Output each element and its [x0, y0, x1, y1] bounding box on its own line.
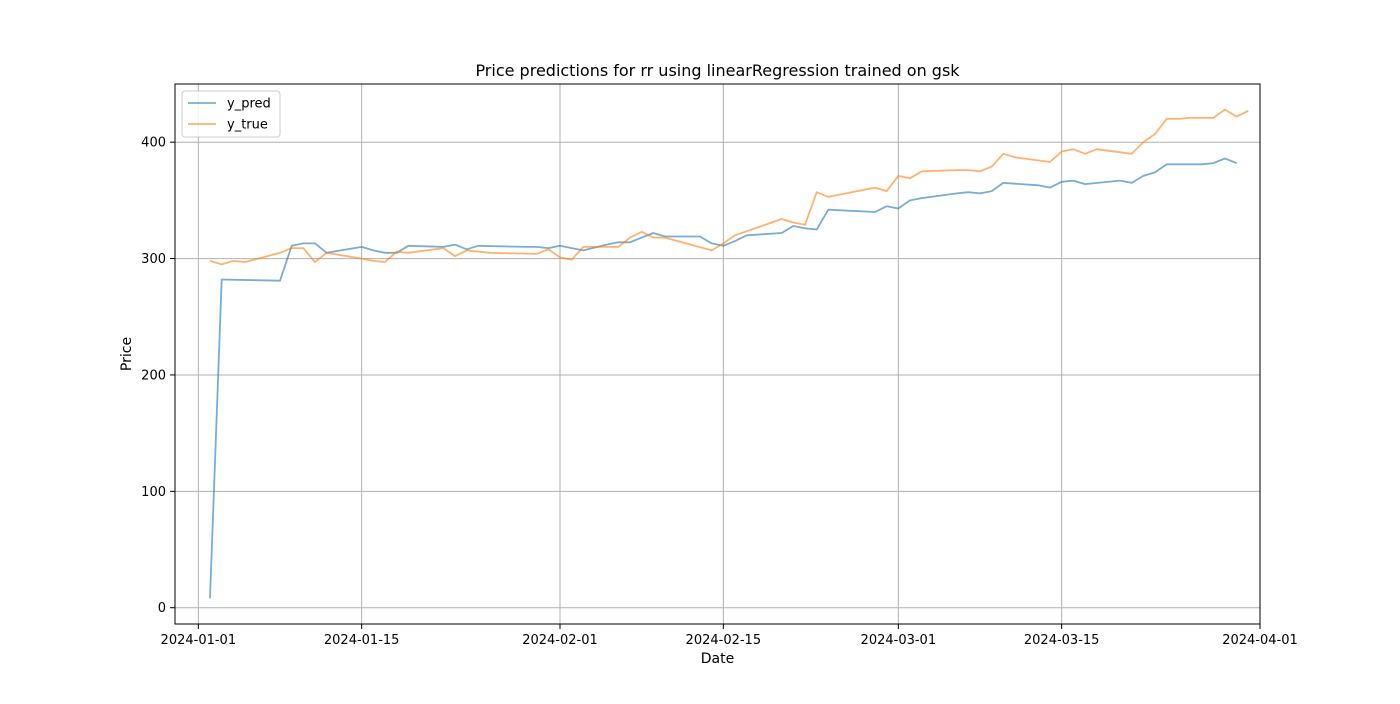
grid-lines	[175, 84, 1261, 624]
x-tick-label: 2024-02-01	[522, 633, 598, 648]
legend-label-y-true: y_true	[227, 118, 268, 133]
chart-title: Price predictions for rr using linearReg…	[475, 61, 960, 80]
plot-frame	[174, 83, 1261, 625]
x-axis-label: Date	[701, 651, 734, 667]
y-tick-label: 400	[141, 136, 166, 151]
x-tick-label: 2024-03-01	[861, 633, 937, 648]
series-line-y-true	[209, 108, 1249, 266]
y-axis-ticks: 0 100 200 300 400	[141, 136, 175, 616]
legend-label-y-pred: y_pred	[227, 97, 271, 112]
series-layer	[209, 108, 1249, 599]
y-tick-label: 300	[141, 252, 166, 267]
x-tick-label: 2024-03-15	[1024, 633, 1100, 648]
x-tick-label: 2024-02-15	[686, 633, 762, 648]
y-axis-label: Price	[119, 337, 135, 371]
y-tick-label: 200	[141, 368, 166, 383]
legend: y_pred y_true	[181, 90, 281, 138]
series-line-y-pred	[209, 157, 1238, 599]
x-axis-ticks: 2024-01-01 2024-01-15 2024-02-01 2024-02-15…	[161, 624, 1298, 648]
x-tick-label: 2024-01-01	[161, 633, 237, 648]
x-tick-label: 2024-01-15	[324, 633, 400, 648]
y-tick-label: 100	[141, 485, 166, 500]
y-tick-label: 0	[158, 601, 166, 616]
x-tick-label: 2024-04-01	[1222, 633, 1298, 648]
